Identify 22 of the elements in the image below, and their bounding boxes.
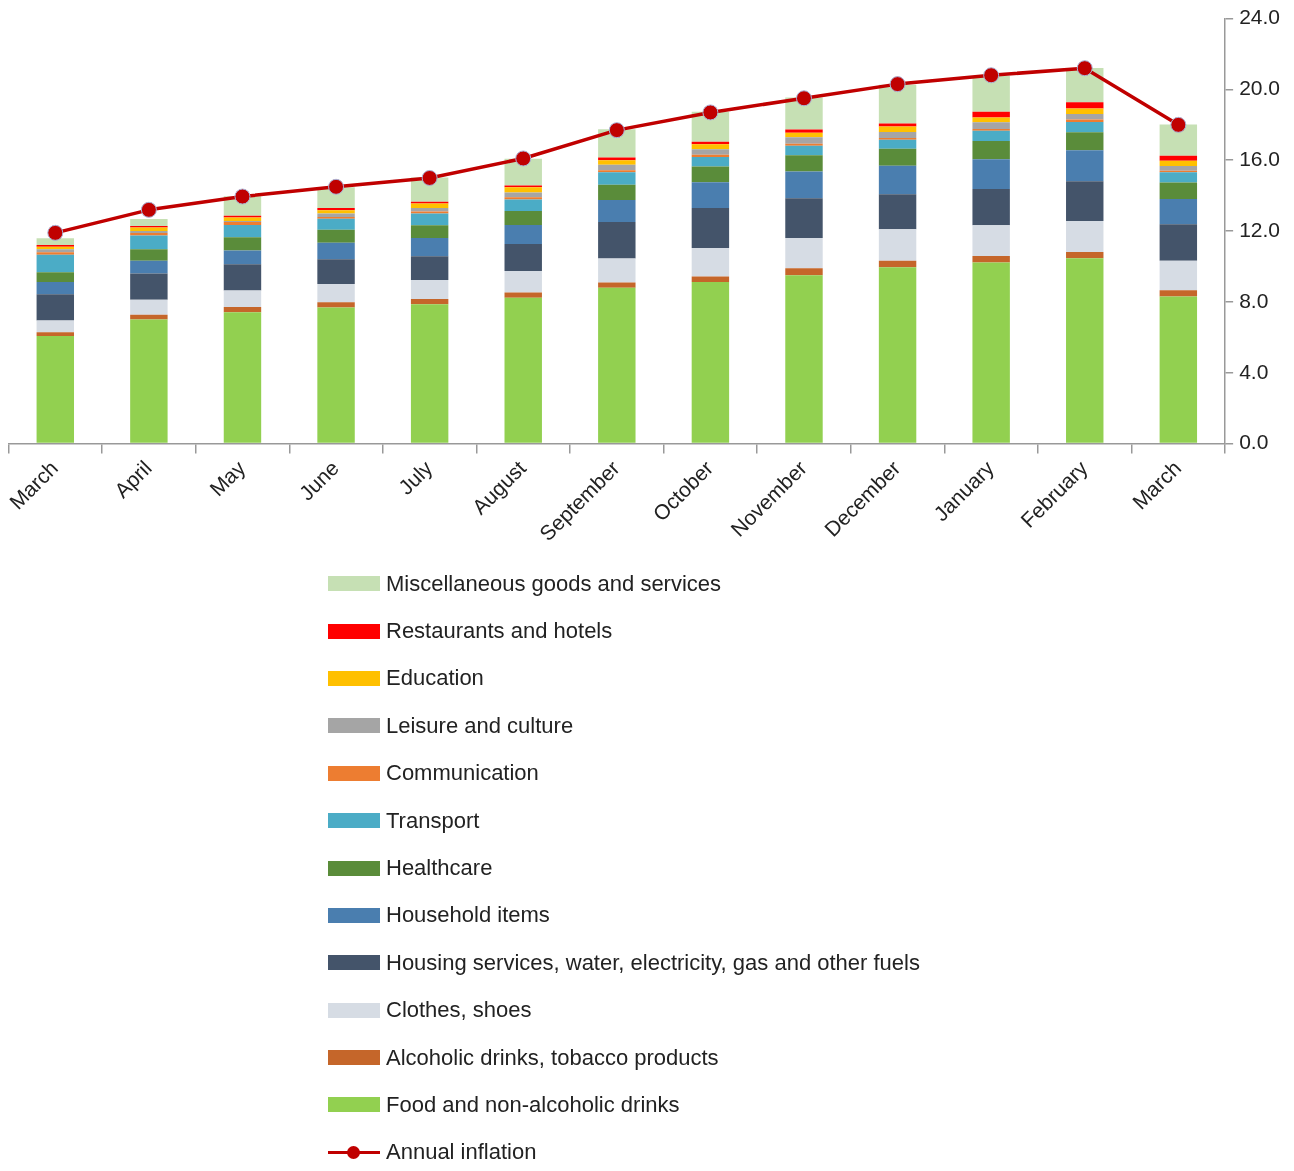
legend-label: Alcoholic drinks, tobacco products [386, 1044, 719, 1071]
legend-label: Communication [386, 760, 539, 787]
legend-label: Housing services, water, electricity, gas and other fuels [386, 949, 920, 976]
legend-label: Leisure and culture [386, 712, 574, 739]
y-tick-label: 16.0 [1239, 147, 1280, 171]
y-tick-label: 0.0 [1239, 430, 1269, 454]
y-tick-label: 20.0 [1239, 76, 1280, 100]
legend-label: Food and non-alcoholic drinks [386, 1091, 680, 1118]
y-tick-label: 4.0 [1239, 359, 1269, 383]
legend-label: Healthcare [386, 855, 493, 882]
y-tick-label: 8.0 [1239, 288, 1269, 312]
legend-label: Education [386, 665, 484, 692]
legend-label: Transport [386, 807, 480, 834]
legend-label: Annual inflation [386, 1139, 537, 1166]
legend-label: Clothes, shoes [386, 997, 532, 1024]
legend-label: Restaurants and hotels [386, 618, 613, 645]
legend-label: Household items [386, 902, 550, 929]
x-tick-label: May [205, 455, 250, 501]
legend-label: Miscellaneous goods and services [386, 570, 722, 597]
x-tick-label: July [393, 455, 437, 499]
y-tick-label: 12.0 [1239, 217, 1280, 241]
y-tick-label: 24.0 [1239, 5, 1280, 29]
